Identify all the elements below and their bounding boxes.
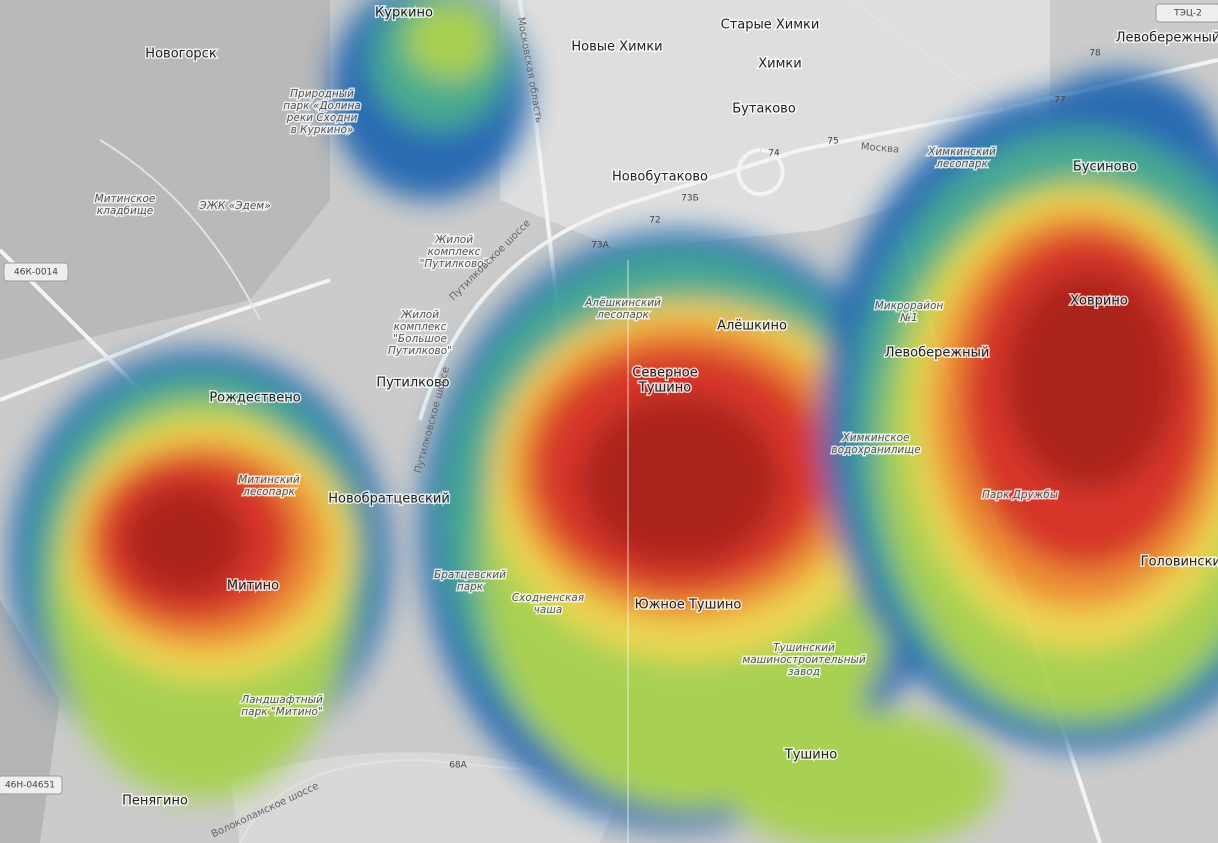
place-label: Головинский	[1141, 555, 1218, 570]
road-shield	[1155, 3, 1218, 23]
place-label: Ландшафтный	[240, 694, 323, 706]
place-label: Пенягино	[122, 794, 188, 809]
place-label: Жилой	[434, 234, 473, 246]
place-label: парк «Долина	[283, 100, 361, 112]
place-label: Митинский	[238, 474, 300, 486]
place-label: Левобережный	[885, 346, 990, 361]
route-number: 77	[1054, 96, 1065, 106]
place-label: Сходненская	[512, 592, 584, 604]
place-label: парк	[457, 581, 484, 593]
place-label: Ховрино	[1070, 294, 1128, 309]
place-label: Путилково"	[388, 345, 452, 357]
road-shield-label: 46Н-04651	[5, 781, 55, 791]
place-label: Химкинское	[842, 432, 910, 444]
place-label: Бусиново	[1073, 160, 1137, 175]
road-label: Москва	[860, 141, 899, 155]
place-label: Алёшкинский	[584, 297, 661, 309]
place-label: лесопарк	[596, 309, 649, 321]
place-label: Химкинский	[927, 146, 996, 158]
place-label: Новогорск	[145, 47, 217, 62]
place-label: Алёшкино	[717, 319, 787, 334]
place-label: комплекс	[428, 246, 481, 258]
route-number: 73Б	[681, 194, 699, 204]
place-label: ЭЖК «Эдем»	[198, 200, 270, 212]
place-label: Бутаково	[732, 102, 796, 117]
place-label: Митинское	[95, 193, 156, 205]
place-label: лесопарк	[935, 158, 988, 170]
place-label: Куркино	[375, 6, 433, 21]
place-label: чаша	[534, 604, 563, 616]
route-number: 78	[1089, 49, 1101, 59]
road-shield-label: ТЭЦ-2	[1173, 9, 1202, 19]
place-label: Тушинский	[773, 642, 835, 654]
place-label: лесопарк	[242, 486, 295, 498]
place-label: Тушино	[784, 748, 837, 763]
route-number: 68А	[449, 761, 467, 771]
place-label: "Путилково"	[420, 258, 489, 270]
place-label: Южное Тушино	[635, 598, 742, 613]
route-number: 73А	[591, 241, 609, 251]
road-shield-label: 46К-0014	[14, 268, 58, 278]
place-label: Левобережный	[1116, 31, 1218, 46]
place-label: Северное	[632, 366, 697, 381]
road-shield	[3, 262, 69, 282]
place-label: Путилково	[376, 376, 449, 391]
place-label: кладбище	[97, 205, 153, 217]
place-label: парк "Митино"	[241, 706, 322, 718]
place-label: №1	[899, 312, 918, 324]
place-label: Рождествено	[209, 391, 300, 406]
place-label: Химки	[758, 57, 801, 72]
route-number: 74	[768, 149, 780, 159]
road-shield	[0, 775, 63, 795]
place-label: Новобутаково	[612, 170, 708, 185]
place-label: Митино	[227, 579, 279, 594]
place-label: Парк Дружбы	[982, 489, 1058, 501]
place-label: водохранилище	[831, 444, 920, 456]
place-label: Тушино	[638, 381, 691, 396]
place-label: Жилой	[400, 309, 439, 321]
place-label: комплекс	[394, 321, 447, 333]
place-label: Новобратцевский	[328, 492, 450, 507]
route-number: 75	[827, 137, 838, 147]
place-label: Старые Химки	[721, 18, 820, 33]
heatmap	[10, 0, 1218, 843]
place-label: реки Сходни	[286, 112, 358, 124]
place-label: "Большое	[393, 333, 447, 345]
place-label: машиностроительный	[742, 654, 866, 666]
place-label: в Куркино»	[291, 124, 354, 136]
route-number: 72	[649, 216, 660, 226]
place-label: Микрорайон	[875, 300, 944, 312]
place-label: Природный	[290, 88, 354, 100]
place-label: Братцевский	[434, 569, 506, 581]
place-label: Новые Химки	[571, 40, 662, 55]
place-label: завод	[788, 666, 820, 678]
